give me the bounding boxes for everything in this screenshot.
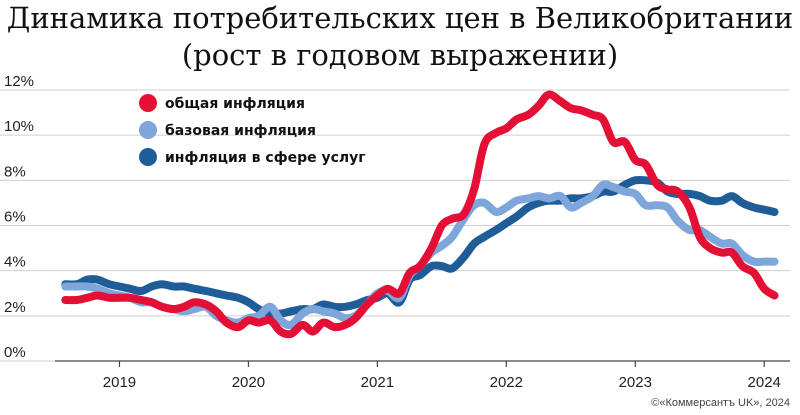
- y-tick-label: 0%: [4, 344, 26, 361]
- legend-marker: [139, 121, 157, 139]
- x-tick-label: 2022: [490, 374, 523, 391]
- y-tick-labels: 0% 2% 4% 6% 8% 10% 12%: [4, 73, 34, 361]
- x-axis: 2019 2020 2021 2022 2023 2024: [55, 360, 790, 391]
- x-tick-label: 2020: [232, 374, 265, 391]
- legend-marker: [139, 94, 157, 112]
- y-tick-label: 6%: [4, 209, 26, 226]
- y-tick-label: 8%: [4, 163, 26, 180]
- x-tick-label: 2024: [748, 374, 781, 391]
- grid-lines: [0, 89, 790, 362]
- series-lines: [61, 90, 779, 339]
- y-tick-label: 2%: [4, 299, 26, 316]
- legend-marker: [139, 148, 157, 166]
- legend-label: инфляция в сфере услуг: [165, 150, 366, 166]
- y-tick-label: 4%: [4, 254, 26, 271]
- y-tick-label: 10%: [4, 118, 34, 135]
- credit-text: ©«Коммерсантъ UK», 2024: [651, 397, 790, 409]
- series-line-1: [61, 90, 779, 339]
- series-line-2: [61, 180, 779, 330]
- x-tick-label: 2023: [619, 374, 652, 391]
- legend-label: общая инфляция: [165, 96, 305, 112]
- chart-title-line1: Динамика потребительских цен в Великобри…: [6, 1, 794, 35]
- x-tick-label: 2021: [361, 374, 394, 391]
- legend: общая инфляция базовая инфляция инфляция в…: [139, 94, 366, 166]
- x-tick-label: 2019: [103, 374, 136, 391]
- y-tick-label: 12%: [4, 73, 34, 90]
- legend-label: базовая инфляция: [165, 123, 316, 139]
- series-line-3: [61, 175, 779, 319]
- chart-title-line2: (рост в годовом выражении): [181, 38, 619, 72]
